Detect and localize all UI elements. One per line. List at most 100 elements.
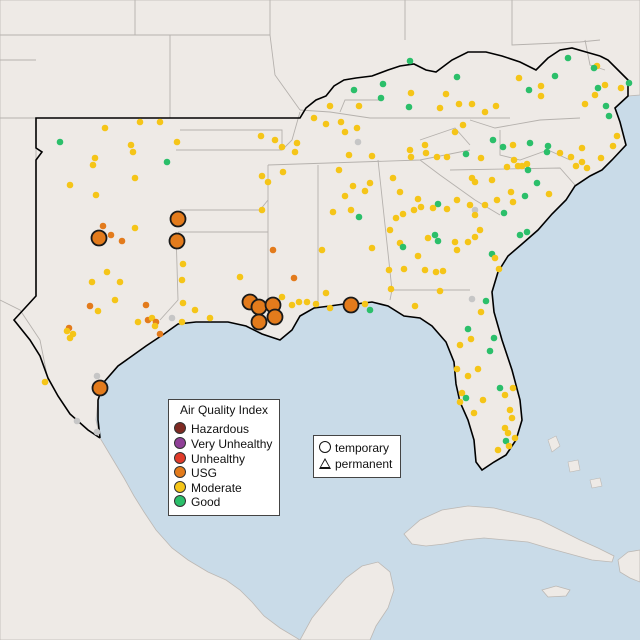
- monitor-site: [434, 237, 442, 245]
- monitor-site: [264, 178, 272, 186]
- monitor-site: [439, 267, 447, 275]
- monitor-site: [453, 73, 461, 81]
- monitor-site: [131, 174, 139, 182]
- monitor-site: [590, 64, 598, 72]
- monitor-site: [329, 208, 337, 216]
- monitor-type-legend: temporary permanent: [313, 435, 401, 478]
- monitor-site: [293, 139, 301, 147]
- monitor-site: [89, 161, 97, 169]
- monitor-site: [354, 138, 362, 146]
- triangle-icon: [319, 458, 331, 469]
- monitor-site: [355, 213, 363, 221]
- aqi-legend-title: Air Quality Index: [179, 403, 269, 417]
- monitor-site: [490, 334, 498, 342]
- monitor-site: [429, 204, 437, 212]
- monitor-site: [486, 347, 494, 355]
- monitor-site: [434, 200, 442, 208]
- monitor-site: [151, 322, 159, 330]
- land-hispaniola: [617, 549, 640, 583]
- legend-item-temporary: temporary: [318, 440, 389, 456]
- monitor-site: [361, 300, 369, 308]
- monitor-site: [156, 118, 164, 126]
- coastline: [97, 55, 629, 472]
- legend-item-very-unhealthy: Very Unhealthy: [174, 437, 272, 451]
- monitor-site: [510, 156, 518, 164]
- monitor-site: [501, 391, 509, 399]
- monitor-site: [278, 143, 286, 151]
- monitor-site: [258, 172, 266, 180]
- monitor-site: [406, 146, 414, 154]
- monitor-site: [459, 121, 467, 129]
- monitor-site: [503, 163, 511, 171]
- monitor-site: [355, 102, 363, 110]
- monitor-site: [509, 384, 517, 392]
- monitor-site: [392, 214, 400, 222]
- monitor-site: [583, 164, 591, 172]
- monitor-site: [101, 124, 109, 132]
- monitor-site: [564, 54, 572, 62]
- monitor-site: [468, 174, 476, 182]
- monitor-site: [318, 246, 326, 254]
- monitor-site: [322, 120, 330, 128]
- monitor-site: [493, 196, 501, 204]
- monitor-site: [474, 365, 482, 373]
- monitor-site: [625, 79, 633, 87]
- monitor-site: [476, 226, 484, 234]
- temporary-monitor-site: [266, 308, 284, 326]
- hazardous-swatch-icon: [174, 422, 186, 434]
- monitor-site: [345, 151, 353, 159]
- monitor-site: [322, 289, 330, 297]
- monitor-site: [405, 103, 413, 111]
- monitor-site: [545, 190, 553, 198]
- monitor-site: [326, 304, 334, 312]
- monitor-site: [389, 174, 397, 182]
- monitor-site: [464, 238, 472, 246]
- monitor-site: [366, 306, 374, 314]
- monitor-site: [366, 179, 374, 187]
- monitor-site: [551, 72, 559, 80]
- monitor-site: [453, 196, 461, 204]
- monitor-site: [257, 132, 265, 140]
- monitor-site: [103, 268, 111, 276]
- monitor-site: [350, 86, 358, 94]
- monitor-site: [93, 372, 101, 380]
- monitor-site: [453, 365, 461, 373]
- monitor-site: [295, 298, 303, 306]
- monitor-site: [303, 298, 311, 306]
- moderate-swatch-icon: [174, 481, 186, 493]
- temporary-monitor-site: [91, 379, 109, 397]
- monitor-site: [399, 210, 407, 218]
- monitor-site: [572, 162, 580, 170]
- monitor-site: [491, 254, 499, 262]
- monitor-site: [502, 437, 510, 445]
- monitor-site: [94, 307, 102, 315]
- monitor-site: [526, 139, 534, 147]
- monitor-site: [118, 237, 126, 245]
- temporary-monitor-site: [250, 298, 268, 316]
- legend-item-unhealthy: Unhealthy: [174, 452, 245, 466]
- monitor-site: [433, 153, 441, 161]
- monitor-site: [131, 224, 139, 232]
- monitor-site: [479, 396, 487, 404]
- monitor-site: [353, 124, 361, 132]
- legend-item-good: Good: [174, 495, 220, 509]
- monitor-site: [443, 153, 451, 161]
- monitor-site: [525, 86, 533, 94]
- monitor-site: [258, 206, 266, 214]
- monitor-site: [111, 296, 119, 304]
- legend-item-usg: USG: [174, 466, 217, 480]
- small-monitor-sites: [41, 54, 633, 454]
- monitor-site: [86, 302, 94, 310]
- monitor-site: [451, 238, 459, 246]
- monitor-site: [431, 231, 439, 239]
- monitor-site: [127, 141, 135, 149]
- monitor-site: [66, 334, 74, 342]
- monitor-site: [578, 144, 586, 152]
- monitor-site: [173, 138, 181, 146]
- monitor-site: [326, 102, 334, 110]
- monitor-site: [310, 114, 318, 122]
- monitor-site: [399, 243, 407, 251]
- monitor-site: [436, 104, 444, 112]
- monitor-site: [506, 406, 514, 414]
- monitor-site: [312, 300, 320, 308]
